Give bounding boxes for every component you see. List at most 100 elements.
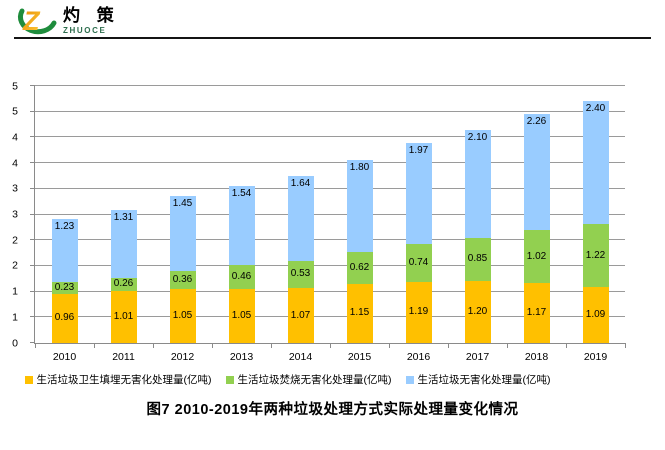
bar-segment: 0.62 — [346, 252, 373, 284]
bar-segment: 1.54 — [228, 186, 255, 266]
data-label: 1.97 — [408, 144, 429, 156]
bar-segment: 1.20 — [464, 281, 491, 343]
bar-segment: 0.96 — [51, 293, 78, 343]
data-label: 0.62 — [349, 261, 370, 273]
bar-segment: 1.17 — [523, 282, 550, 343]
bar-segment: 1.80 — [346, 159, 373, 253]
data-label: 2.26 — [526, 116, 547, 128]
legend-label: 生活垃圾焚烧无害化处理量(亿吨) — [237, 374, 392, 386]
data-label: 1.05 — [172, 310, 193, 322]
bar-segment: 0.23 — [51, 281, 78, 294]
chart-title: 图7 2010-2019年两种垃圾处理方式实际处理量变化情况 — [146, 402, 519, 418]
data-label: 0.23 — [54, 281, 75, 293]
bar-2012: 1.05 0.36 1.45 2012 — [153, 86, 212, 362]
y-axis-tick-label: 2 — [12, 233, 18, 246]
chart-legend: 生活垃圾卫生填埋无害化处理量(亿吨) 生活垃圾焚烧无害化处理量(亿吨) 生活垃圾无害… — [0, 372, 620, 387]
x-axis-label: 2017 — [465, 351, 490, 363]
bar-2013: 1.05 0.46 1.54 2013 — [212, 86, 271, 362]
y-axis-labels: 0 1 1 2 2 3 3 4 4 5 5 — [0, 81, 26, 348]
y-axis-tick — [30, 290, 35, 292]
y-axis-tick — [30, 136, 35, 138]
data-label: 2.40 — [585, 102, 606, 114]
x-axis-tick — [507, 343, 508, 348]
data-label: 1.20 — [467, 306, 488, 318]
bar-segment: 1.01 — [110, 291, 137, 343]
bar-2010: 0.96 0.23 1.23 2010 — [35, 86, 94, 362]
gridline — [35, 264, 625, 266]
bar-segment: 1.07 — [287, 288, 314, 343]
data-label: 0.26 — [113, 278, 134, 290]
y-axis-tick-label: 5 — [12, 105, 18, 118]
bar-2011: 1.01 0.26 1.31 2011 — [94, 86, 153, 362]
x-axis-tick — [271, 343, 272, 348]
x-axis-label: 2011 — [112, 351, 135, 363]
data-label: 1.15 — [349, 307, 370, 319]
y-axis-tick — [30, 342, 35, 343]
bar-segment: 1.45 — [169, 196, 196, 271]
x-axis-tick — [35, 343, 36, 348]
y-axis-tick-label: 2 — [12, 259, 18, 272]
y-axis-tick — [30, 85, 35, 86]
gridline — [35, 162, 625, 164]
bar-segment: 2.26 — [523, 114, 550, 231]
x-axis-tick — [566, 343, 567, 348]
x-axis-tick — [94, 343, 95, 348]
x-axis-tick — [212, 343, 213, 348]
bar-segment: 0.26 — [110, 277, 137, 292]
data-label: 1.64 — [290, 178, 311, 190]
y-axis-tick — [30, 162, 35, 164]
legend-swatch-icon — [225, 375, 234, 384]
y-axis-tick — [30, 187, 35, 189]
bar-segment: 1.09 — [582, 286, 609, 343]
data-label: 1.22 — [585, 249, 606, 261]
data-label: 1.01 — [113, 311, 134, 323]
y-axis-tick-label: 0 — [12, 336, 18, 349]
bar-2018: 1.17 1.02 2.26 2018 — [507, 86, 566, 362]
y-axis-tick-label: 5 — [12, 79, 18, 92]
bar-segment: 0.46 — [228, 265, 255, 290]
bar-segment: 2.40 — [582, 100, 609, 225]
data-label: 0.36 — [172, 273, 193, 285]
y-axis-tick — [30, 239, 35, 241]
y-axis-tick — [30, 316, 35, 318]
bar-segment: 1.23 — [51, 218, 78, 282]
data-label: 1.17 — [526, 306, 547, 318]
bar-2015: 1.15 0.62 1.80 2015 — [330, 86, 389, 362]
brand-name-en: ZHUOCE — [63, 25, 107, 35]
data-label: 0.74 — [408, 256, 429, 268]
chart-plot-area: 0.96 0.23 1.23 2010 1.01 0.26 1.31 2011 1.05 0.36… — [30, 85, 626, 362]
legend-swatch-icon — [405, 375, 414, 384]
bar-segment: 1.31 — [110, 210, 137, 278]
data-label: 1.23 — [54, 220, 75, 232]
brand-name-cn: 灼 策 — [63, 6, 120, 26]
bar-segment: 1.22 — [582, 224, 609, 287]
data-label: 1.31 — [113, 212, 134, 224]
data-label: 1.07 — [290, 309, 311, 321]
bar-segment: 1.64 — [287, 176, 314, 261]
bar-segment: 1.19 — [405, 281, 432, 343]
bar-segment: 1.02 — [523, 230, 550, 283]
x-axis-label: 2014 — [288, 351, 313, 363]
legend-item: 生活垃圾焚烧无害化处理量(亿吨) — [225, 372, 392, 387]
y-axis-tick-label: 3 — [12, 182, 18, 195]
gridline — [35, 110, 625, 112]
header-divider — [14, 37, 651, 39]
bar-segment: 0.74 — [405, 243, 432, 282]
logo-green-arc — [17, 8, 57, 35]
y-axis-tick-label: 4 — [12, 156, 18, 169]
bar-segment: 1.15 — [346, 283, 373, 343]
logo-z-letter: Z — [22, 6, 41, 36]
bar-segment: 1.05 — [169, 289, 196, 343]
legend-label: 生活垃圾卫生填埋无害化处理量(亿吨) — [36, 374, 212, 386]
y-axis-tick-label: 4 — [12, 131, 18, 144]
bar-segment: 0.36 — [169, 270, 196, 290]
bar-segment: 0.85 — [464, 237, 491, 282]
bar-segment: 1.05 — [228, 289, 255, 343]
bar-2019: 1.09 1.22 2.40 2019 — [566, 86, 625, 362]
gridline — [35, 290, 625, 292]
gridline — [35, 239, 625, 241]
x-axis-label: 2019 — [583, 351, 608, 363]
x-axis-label: 2015 — [347, 351, 372, 363]
x-axis-label: 2010 — [52, 351, 77, 363]
y-axis-tick — [30, 110, 35, 112]
